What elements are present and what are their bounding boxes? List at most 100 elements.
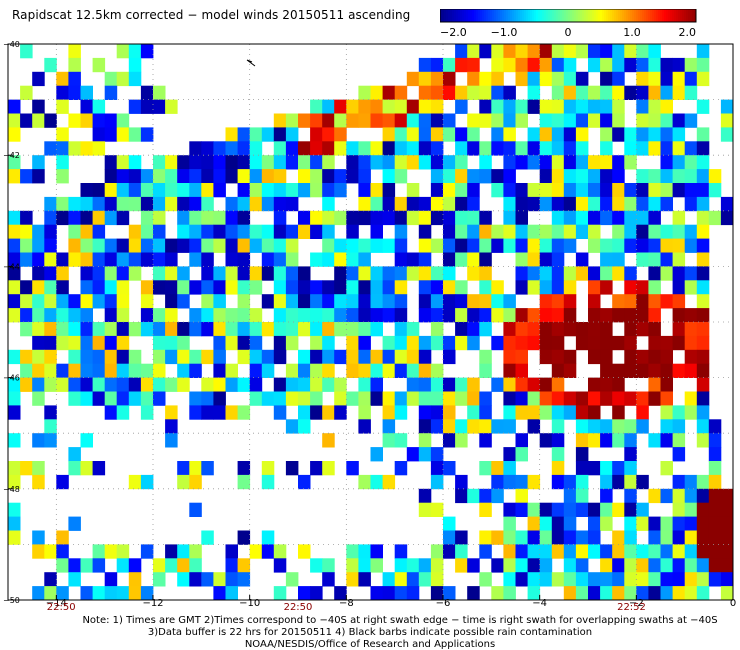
wind-difference-cell (153, 335, 166, 351)
wind-difference-cell (503, 530, 516, 545)
wind-difference-cell (249, 377, 263, 392)
wind-difference-cell (515, 224, 528, 239)
wind-difference-cell (612, 405, 625, 420)
wind-difference-cell (491, 238, 504, 253)
wind-difference-cell (406, 335, 420, 351)
wind-difference-cell (624, 433, 637, 448)
wind-difference-cell (358, 363, 371, 378)
wind-difference-cell (153, 377, 166, 392)
wind-difference-cell (539, 252, 553, 267)
wind-difference-cell (213, 294, 226, 309)
colorbar-swatch (606, 9, 609, 22)
wind-difference-cell (8, 377, 21, 392)
wind-difference-cell (479, 266, 492, 281)
wind-difference-cell (92, 266, 106, 281)
wind-difference-cell (636, 405, 649, 420)
wind-difference-cell (696, 183, 710, 198)
wind-difference-cell (346, 294, 359, 309)
wind-difference-cell (575, 169, 589, 184)
wind-difference-cell (588, 461, 601, 476)
wind-difference-cell (624, 183, 637, 198)
wind-difference-cell (527, 141, 541, 156)
wind-difference-cell (612, 238, 625, 253)
wind-difference-cell (588, 433, 601, 448)
wind-difference-cell (684, 488, 698, 504)
colorbar-swatch (540, 9, 543, 22)
wind-difference-cell (237, 461, 251, 476)
wind-difference-cell (696, 377, 710, 392)
wind-difference-cell (346, 461, 359, 476)
wind-difference-cell (370, 474, 383, 490)
wind-difference-cell (32, 322, 45, 337)
wind-difference-cell (213, 210, 226, 226)
colorbar-swatch (440, 9, 443, 22)
wind-difference-cell (612, 544, 625, 559)
wind-difference-cell (116, 335, 130, 351)
wind-difference-cell (92, 238, 106, 253)
wind-difference-cell (430, 71, 444, 87)
wind-difference-cell (92, 391, 106, 406)
wind-difference-cell (406, 127, 420, 142)
wind-difference-cell (334, 391, 347, 406)
wind-difference-cell (80, 252, 93, 267)
wind-difference-cell (346, 335, 359, 351)
wind-difference-cell (624, 363, 637, 378)
wind-difference-cell (44, 266, 57, 281)
wind-difference-cell (636, 572, 649, 587)
wind-difference-cell (189, 141, 202, 156)
wind-difference-cell (479, 294, 492, 309)
wind-difference-cell (430, 99, 444, 114)
wind-difference-cell (406, 155, 420, 170)
wind-difference-cell (430, 461, 444, 476)
wind-difference-cell (720, 99, 734, 114)
wind-difference-cell (660, 572, 673, 587)
wind-difference-cell (588, 85, 601, 100)
wind-difference-cell (273, 294, 287, 309)
wind-difference-cell (430, 280, 444, 295)
wind-difference-cell (660, 294, 673, 309)
colorbar-swatch (674, 9, 677, 22)
wind-difference-cell (44, 349, 57, 365)
wind-difference-cell (177, 335, 190, 351)
colorbar-swatch (682, 9, 685, 22)
wind-difference-cell (467, 266, 480, 281)
wind-difference-cell (418, 502, 432, 517)
wind-difference-cell (418, 419, 432, 434)
wind-difference-cell (612, 530, 625, 545)
wind-difference-cell (443, 210, 456, 226)
wind-difference-cell (612, 294, 625, 309)
wind-difference-cell (382, 391, 396, 406)
wind-difference-cell (213, 266, 226, 281)
wind-difference-cell (68, 113, 81, 128)
wind-difference-cell (527, 405, 541, 420)
wind-difference-cell (68, 391, 81, 406)
wind-difference-cell (467, 169, 480, 184)
wind-difference-cell (684, 335, 698, 351)
wind-difference-cell (310, 127, 323, 142)
colorbar-swatch (660, 9, 663, 22)
wind-difference-cell (80, 280, 93, 295)
wind-difference-cell (80, 238, 93, 253)
wind-difference-cell (418, 85, 432, 100)
colorbar-tick-label: 0 (565, 26, 572, 39)
wind-difference-cell (165, 155, 178, 170)
wind-difference-cell (455, 210, 468, 226)
wind-difference-cell (430, 544, 444, 559)
wind-difference-cell (201, 377, 214, 392)
wind-difference-cell (249, 238, 263, 253)
wind-difference-cell (539, 280, 553, 295)
wind-difference-cell (225, 335, 238, 351)
wind-difference-cell (92, 252, 106, 267)
wind-difference-cell (430, 447, 444, 462)
wind-difference-cell (660, 488, 673, 504)
wind-difference-cell (418, 433, 432, 448)
wind-difference-cell (285, 572, 299, 587)
wind-difference-cell (8, 280, 21, 295)
wind-difference-cell (648, 44, 661, 59)
wind-difference-cell (201, 280, 214, 295)
wind-difference-cell (20, 377, 33, 392)
wind-difference-cell (503, 419, 516, 434)
wind-difference-cell (140, 363, 154, 378)
wind-difference-cell (394, 363, 408, 378)
wind-difference-cell (213, 572, 226, 587)
